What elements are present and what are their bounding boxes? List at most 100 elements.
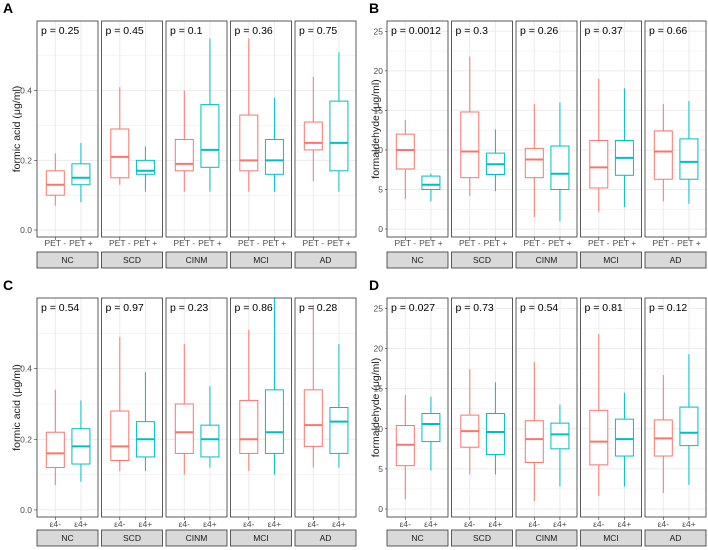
p-value-label: p = 0.26	[520, 25, 558, 37]
box-group-2	[71, 142, 91, 203]
facet-background	[37, 298, 98, 517]
facet-background	[101, 298, 163, 517]
box-group-1	[239, 38, 259, 192]
p-value-label: p = 0.0012	[391, 25, 441, 37]
facet-strip	[580, 529, 642, 547]
box	[589, 409, 609, 466]
facet-strip	[101, 251, 163, 269]
box	[589, 139, 609, 189]
facet-background	[580, 298, 642, 517]
facet-frame	[386, 20, 449, 238]
x-tick-label: PET +	[263, 238, 287, 248]
facet-strip	[451, 251, 513, 269]
x-tick-label: ε4+	[139, 519, 153, 529]
box-group-1	[589, 78, 609, 212]
box	[524, 147, 544, 179]
facet-frame	[230, 297, 292, 518]
box	[303, 121, 323, 151]
facet-background	[580, 21, 642, 237]
facet-background	[451, 298, 513, 517]
facet-strip-label: SCD	[123, 255, 141, 265]
x-tick-label: PET -	[109, 238, 131, 248]
box	[110, 410, 130, 461]
facet-strip-label: MCI	[603, 255, 619, 265]
facet-strip	[230, 529, 292, 547]
y-axis-title: formic acid (μg/ml)	[11, 86, 23, 173]
box-group-2	[200, 38, 220, 192]
box	[395, 133, 415, 170]
box	[200, 424, 220, 458]
box-group-2	[679, 354, 699, 485]
x-tick-label: ε4+	[489, 519, 503, 529]
p-value-label: p = 0.25	[41, 25, 79, 37]
box-group-2	[329, 343, 349, 468]
x-tick-label: PET +	[677, 238, 701, 248]
facet-frame	[165, 297, 228, 518]
x-tick-label: ε4+	[682, 519, 696, 529]
box-group-1	[110, 87, 130, 185]
facet-frame	[101, 20, 163, 238]
y-tick-label: 20	[374, 344, 384, 354]
facet-strip-label: SCD	[473, 255, 491, 265]
facet-strip	[36, 529, 99, 547]
box-group-2	[135, 146, 155, 192]
facet-strip	[644, 251, 707, 269]
facet-strip-label: AD	[670, 255, 682, 265]
facet-mci: p = 0.37 PET - PET + MCI	[580, 20, 642, 269]
facet-nc: p = 0.54 ε4- ε4+NC	[36, 297, 99, 547]
x-tick-label: ε4+	[203, 519, 217, 529]
x-tick-label: PET -	[45, 238, 67, 248]
facet-frame	[580, 297, 642, 518]
box-group-1	[174, 90, 194, 192]
box-group-1	[303, 76, 323, 182]
p-value-label: p = 0.73	[456, 302, 494, 314]
facet-frame	[230, 20, 292, 238]
box	[679, 406, 699, 447]
facet-frame	[165, 20, 228, 238]
x-tick-label: ε4+	[618, 519, 632, 529]
facet-frame	[451, 297, 513, 518]
facet-mci: p = 0.81 ε4- ε4+ MCI	[580, 297, 642, 547]
y-tick-label: 0.4	[20, 364, 32, 374]
facet-strip	[580, 251, 642, 269]
x-tick-label: PET +	[548, 238, 572, 248]
x-tick-label: ε4-	[658, 519, 670, 529]
y-axis-title: formic acid (μg/ml)	[11, 364, 23, 451]
y-tick-label: 25	[374, 303, 384, 313]
box	[174, 138, 194, 172]
facet-nc: p = 0.0012 PET - PET + NC	[386, 20, 449, 269]
facet-strip-label: SCD	[123, 533, 141, 543]
x-tick-label: ε4-	[50, 519, 62, 529]
panel-label: B	[369, 0, 379, 16]
box-group-1	[653, 104, 673, 202]
facet-strip-label: NC	[61, 255, 73, 265]
panel-label: C	[3, 277, 13, 293]
box-group-2	[550, 404, 570, 487]
facet-scd: p = 0.73 ε4- ε4+ SCD	[451, 297, 513, 547]
box	[45, 170, 65, 196]
y-tick-label: 10	[374, 424, 384, 434]
facet-strip-label: NC	[411, 255, 423, 265]
x-tick-label: ε4-	[593, 519, 605, 529]
p-value-label: p = 0.45	[106, 25, 144, 37]
y-tick-label: 0.0	[20, 505, 32, 515]
box-group-1	[524, 104, 544, 218]
p-value-label: p = 0.28	[299, 302, 337, 314]
facet-frame	[515, 20, 578, 238]
box-group-1	[524, 362, 544, 501]
box	[239, 114, 259, 172]
facet-strip	[165, 529, 228, 547]
y-tick-label: 5	[378, 185, 383, 195]
box	[110, 128, 130, 179]
box	[239, 399, 259, 454]
box	[200, 104, 220, 168]
y-tick-label: 0.0	[20, 225, 32, 235]
box-group-2	[614, 88, 634, 207]
box-group-1	[460, 369, 480, 475]
x-tick-label: ε4-	[529, 519, 541, 529]
p-value-label: p = 0.12	[649, 302, 687, 314]
p-value-label: p = 0.54	[41, 302, 79, 314]
box	[421, 413, 441, 443]
box	[329, 100, 349, 172]
